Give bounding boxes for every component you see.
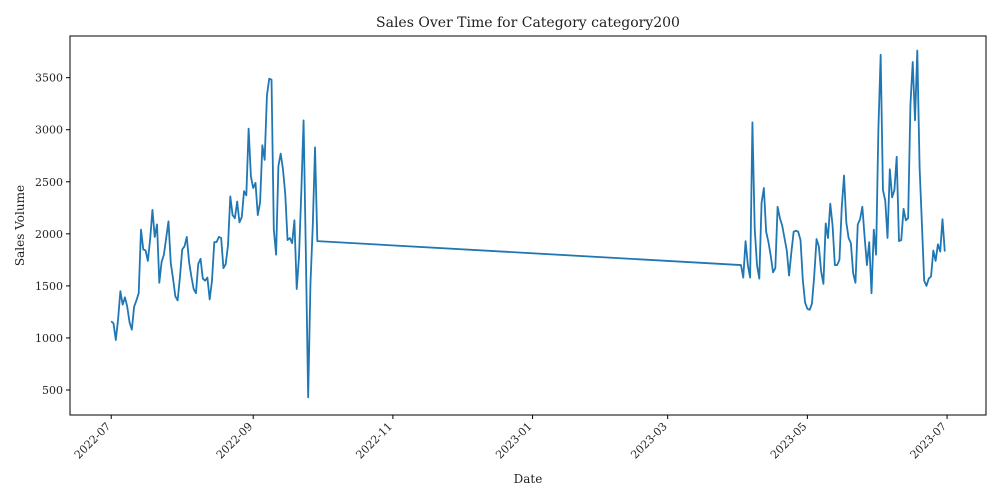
- y-tick-label: 1000: [35, 332, 63, 345]
- y-tick-label: 500: [42, 384, 63, 397]
- plot-frame: [69, 35, 987, 416]
- chart-title: Sales Over Time for Category category200: [376, 15, 680, 31]
- series-line: [110, 49, 946, 399]
- y-tick-label: 2500: [35, 176, 63, 189]
- y-tick-label: 1500: [35, 280, 63, 293]
- y-tick-label: 3500: [35, 72, 63, 85]
- x-axis-title: Date: [514, 472, 543, 486]
- y-axis-title: Sales Volume: [13, 185, 27, 266]
- y-axis: 500 1000 1500 2000 2500 3000 3500: [35, 72, 70, 397]
- y-tick-label: 3000: [35, 124, 63, 137]
- plot-area: [110, 49, 946, 399]
- y-tick-label: 2000: [35, 228, 63, 241]
